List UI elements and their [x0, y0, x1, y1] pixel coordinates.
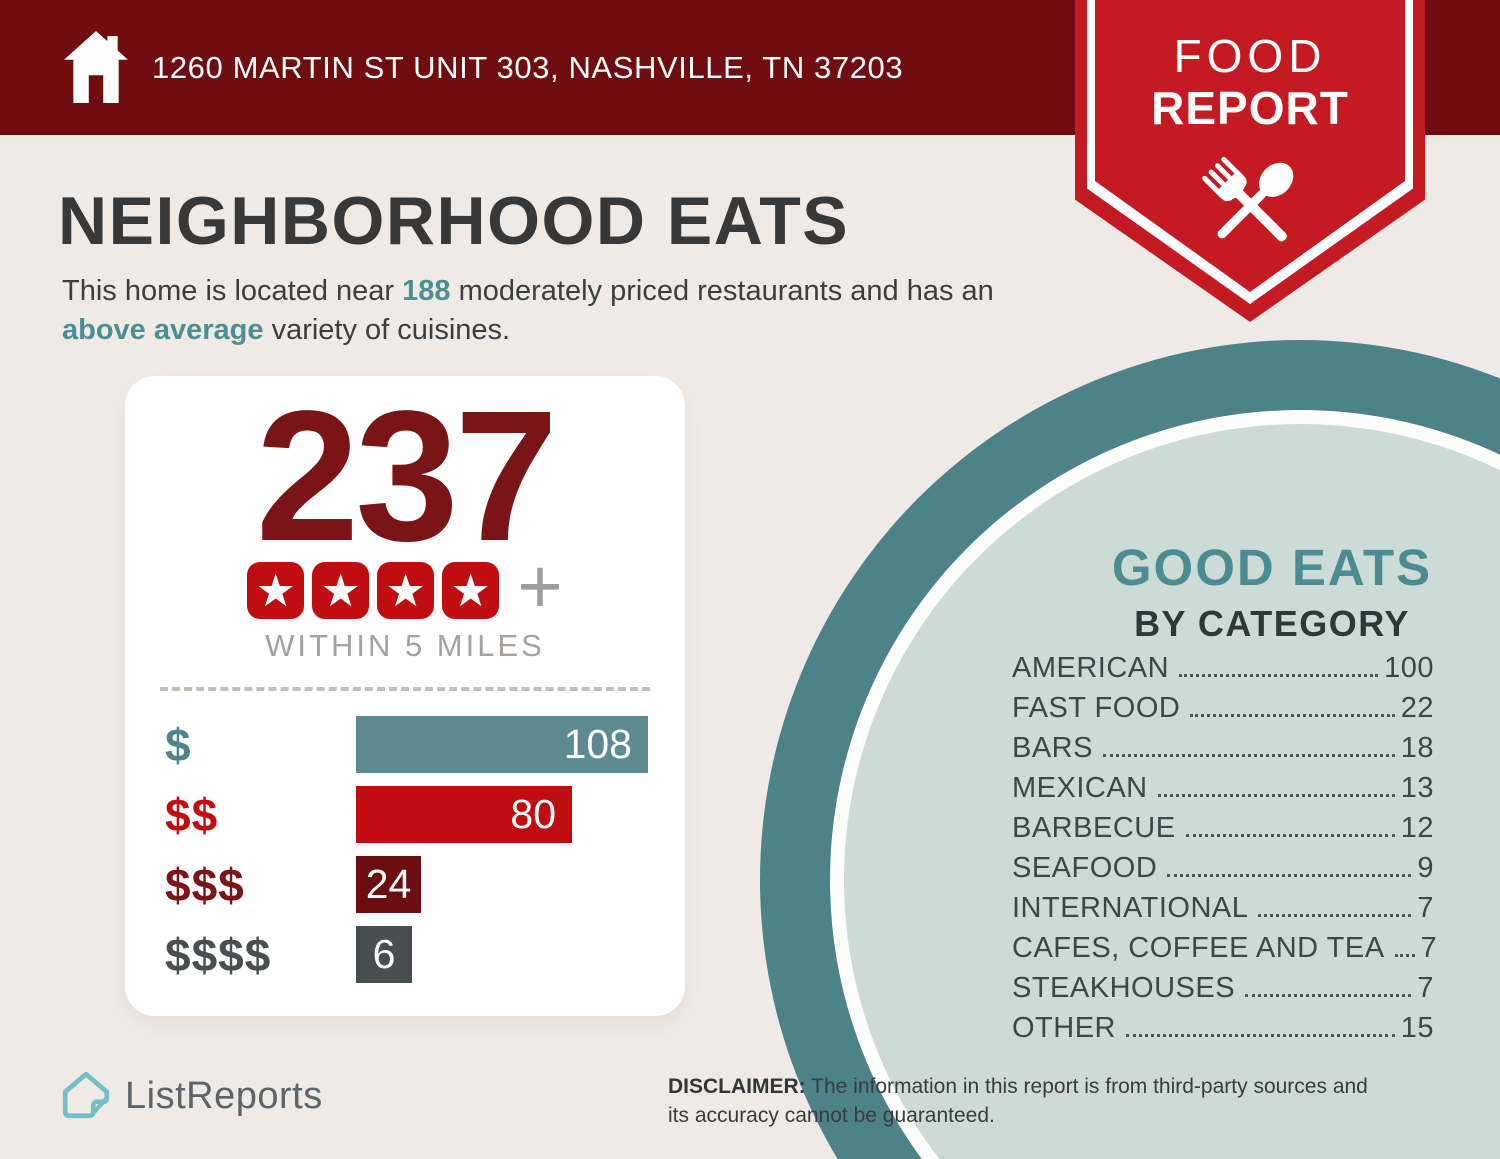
category-label: BARBECUE — [1012, 812, 1176, 844]
rating-stars: ★ ★ ★ ★ + — [125, 541, 685, 630]
star-icon: ★ — [442, 562, 500, 619]
dotted-leader — [1245, 994, 1412, 997]
listreports-house-icon — [62, 1071, 110, 1119]
dashed-divider — [160, 687, 650, 691]
category-row: OTHER 15 — [1012, 1006, 1434, 1046]
restaurant-stats-card: 237 ★ ★ ★ ★ + WITHIN 5 MILES $108 $$ 80 $$$ 24 $$… — [125, 376, 685, 1016]
sentence-highlight: above average — [62, 314, 264, 346]
disclaimer-text: The information in this report is from t… — [668, 1075, 1368, 1127]
price-bar: 80 — [356, 786, 572, 843]
dotted-leader — [1258, 914, 1412, 917]
dotted-leader — [1126, 1034, 1395, 1037]
good-eats-subtitle: BY CATEGORY — [1134, 603, 1410, 644]
category-label: INTERNATIONAL — [1012, 892, 1249, 924]
category-value: 7 — [1417, 972, 1434, 1004]
category-label: SEAFOOD — [1012, 852, 1158, 884]
category-label: CAFES, COFFEE AND TEA — [1012, 932, 1385, 964]
category-row: BARS 18 — [1012, 726, 1434, 766]
category-label: OTHER — [1012, 1012, 1116, 1044]
good-eats-header: GOOD EATS BY CATEGORY — [962, 538, 1500, 645]
disclaimer-label: DISCLAIMER: — [668, 1075, 806, 1098]
category-label: FAST FOOD — [1012, 692, 1181, 724]
category-row: MEXICAN 13 — [1012, 766, 1434, 806]
price-row: $$ 80 — [165, 786, 648, 843]
property-address: 1260 MARTIN ST UNIT 303, NASHVILLE, TN 3… — [152, 49, 904, 85]
price-bar: 108 — [356, 716, 648, 773]
category-value: 7 — [1420, 932, 1438, 964]
plus-sign: + — [517, 541, 563, 630]
dotted-leader — [1157, 794, 1395, 797]
dotted-leader — [1102, 754, 1395, 757]
price-tier-label: $$ — [165, 788, 219, 841]
category-row: BARBECUE 12 — [1012, 806, 1434, 846]
category-row: AMERICAN 100 — [1012, 646, 1434, 686]
dotted-leader — [1190, 714, 1395, 717]
category-row: FAST FOOD 22 — [1012, 686, 1434, 726]
house-icon — [64, 30, 128, 104]
category-value: 7 — [1417, 892, 1434, 924]
restaurant-count: 237 — [255, 373, 558, 580]
category-value: 18 — [1400, 732, 1434, 764]
category-row: STEAKHOUSES 7 — [1012, 966, 1434, 1006]
price-row: $$$ 24 — [165, 856, 648, 913]
good-eats-title: GOOD EATS — [1111, 539, 1433, 596]
category-list: AMERICAN 100 FAST FOOD 22 BARS 18 MEXICAN 13 BAR… — [1012, 646, 1437, 1046]
good-eats-circle — [760, 340, 1500, 1159]
sentence-text: This home is located near — [62, 275, 403, 307]
category-label: AMERICAN — [1012, 652, 1170, 684]
listreports-logo: ListReports — [60, 1070, 323, 1122]
price-tier-label: $$$ — [165, 858, 245, 911]
radius-label: WITHIN 5 MILES — [265, 628, 545, 663]
disclaimer: DISCLAIMER: The information in this repo… — [668, 1072, 1378, 1130]
category-label: BARS — [1012, 732, 1093, 764]
category-label: STEAKHOUSES — [1012, 972, 1236, 1004]
dotted-leader — [1179, 674, 1379, 677]
intro-sentence: This home is located near 188 moderately… — [62, 272, 1067, 350]
sentence-text: variety of cuisines. — [263, 314, 511, 346]
price-tier-label: $$$$ — [165, 928, 272, 981]
sentence-text: moderately priced restaurants and has an — [450, 275, 994, 307]
dotted-leader — [1394, 954, 1415, 957]
category-value: 12 — [1400, 812, 1434, 844]
badge-title-line1: FOOD — [1173, 30, 1327, 82]
category-value: 13 — [1400, 772, 1434, 804]
star-icon: ★ — [247, 562, 305, 619]
star-icon: ★ — [377, 562, 435, 619]
brand-name: ListReports — [125, 1074, 323, 1117]
price-bar: 24 — [356, 856, 421, 913]
food-report-badge: FOOD REPORT — [1075, 0, 1425, 322]
price-row: $108 — [165, 716, 648, 773]
dotted-leader — [1167, 874, 1412, 877]
badge-title-line2: REPORT — [1151, 82, 1349, 134]
dotted-leader — [1185, 834, 1395, 837]
category-row: SEAFOOD 9 — [1012, 846, 1434, 886]
price-tier-label: $ — [165, 718, 192, 771]
category-value: 9 — [1417, 852, 1434, 884]
category-value: 15 — [1400, 1012, 1434, 1044]
price-bar: 6 — [356, 926, 412, 983]
price-bar-chart: $108 $$ 80 $$$ 24 $$$$ 6 — [165, 716, 648, 996]
sentence-highlight: 188 — [402, 275, 451, 307]
category-value: 100 — [1384, 652, 1434, 684]
spoon-fork-icon — [1202, 156, 1294, 242]
category-row: CAFES, COFFEE AND TEA 7 — [1012, 926, 1437, 966]
badge-title: FOOD REPORT — [1075, 30, 1425, 135]
page-title: NEIGHBORHOOD EATS — [58, 183, 850, 259]
category-row: INTERNATIONAL 7 — [1012, 886, 1434, 926]
category-label: MEXICAN — [1012, 772, 1148, 804]
category-value: 22 — [1400, 692, 1434, 724]
price-row: $$$$ 6 — [165, 926, 648, 983]
star-icon: ★ — [312, 562, 370, 619]
